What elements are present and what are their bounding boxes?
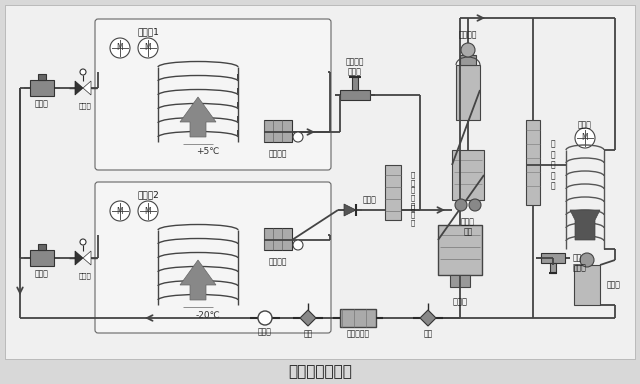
- Text: 温度开关: 温度开关: [269, 149, 287, 159]
- Bar: [385, 165, 401, 220]
- Circle shape: [293, 240, 303, 250]
- Bar: [30, 80, 54, 96]
- Polygon shape: [180, 260, 216, 300]
- Bar: [438, 225, 482, 275]
- Text: 蒸发器1: 蒸发器1: [137, 28, 159, 36]
- Text: 球阀: 球阀: [303, 329, 312, 339]
- Circle shape: [455, 199, 467, 211]
- Text: 油分离器: 油分离器: [459, 30, 477, 40]
- Bar: [526, 120, 540, 205]
- Text: 膨胀阀: 膨胀阀: [79, 103, 92, 109]
- Bar: [38, 244, 46, 250]
- Bar: [550, 263, 556, 273]
- Bar: [574, 265, 600, 305]
- Text: M: M: [116, 207, 124, 215]
- Circle shape: [110, 201, 130, 221]
- Text: 高压
调节阀: 高压 调节阀: [573, 253, 587, 273]
- Text: M: M: [145, 43, 151, 53]
- Text: 球阀: 球阀: [424, 329, 433, 339]
- Text: 差
压
调
节
阀: 差 压 调 节 阀: [551, 140, 556, 190]
- Bar: [340, 309, 376, 327]
- Circle shape: [258, 311, 272, 325]
- Circle shape: [461, 43, 475, 57]
- Text: 电磁阀: 电磁阀: [35, 270, 49, 278]
- Circle shape: [138, 38, 158, 58]
- Circle shape: [110, 38, 130, 58]
- Bar: [340, 90, 370, 100]
- Bar: [456, 65, 480, 120]
- Circle shape: [469, 199, 481, 211]
- Bar: [264, 228, 292, 250]
- Circle shape: [80, 239, 86, 245]
- Text: 力
调
节
箱
压: 力 调 节 箱 压: [411, 172, 415, 209]
- Bar: [38, 74, 46, 80]
- Text: 温度开关: 温度开关: [269, 258, 287, 266]
- Bar: [450, 275, 470, 287]
- Bar: [460, 55, 476, 65]
- Polygon shape: [420, 310, 436, 326]
- Text: 冷凝器: 冷凝器: [578, 121, 592, 129]
- Bar: [541, 253, 565, 263]
- Polygon shape: [75, 251, 83, 265]
- Polygon shape: [180, 97, 216, 137]
- Text: 视液镜: 视液镜: [258, 328, 272, 336]
- Text: 压缩机: 压缩机: [452, 298, 467, 306]
- Text: 高低压
开关: 高低压 开关: [461, 217, 475, 237]
- Text: 蒸发压力
调节器: 蒸发压力 调节器: [346, 57, 364, 77]
- FancyBboxPatch shape: [95, 182, 331, 333]
- Circle shape: [575, 128, 595, 148]
- Bar: [264, 120, 292, 142]
- Polygon shape: [83, 81, 91, 95]
- Text: +5℃: +5℃: [196, 147, 220, 157]
- Text: M: M: [582, 134, 588, 142]
- Circle shape: [138, 201, 158, 221]
- Text: 干燥过滤器: 干燥过滤器: [346, 329, 369, 339]
- Text: 曲
轴
箱: 曲 轴 箱: [411, 204, 415, 226]
- Text: 制冷系统原理图: 制冷系统原理图: [288, 364, 352, 379]
- Bar: [452, 150, 484, 200]
- Text: M: M: [145, 207, 151, 215]
- Bar: [352, 77, 358, 90]
- Text: 膨胀阀: 膨胀阀: [79, 273, 92, 279]
- Polygon shape: [83, 251, 91, 265]
- Bar: [30, 250, 54, 266]
- Circle shape: [80, 69, 86, 75]
- Polygon shape: [300, 310, 316, 326]
- Text: 单向阀: 单向阀: [363, 195, 377, 205]
- Circle shape: [580, 253, 594, 267]
- Text: 电磁阀: 电磁阀: [35, 99, 49, 109]
- Text: 贮液器: 贮液器: [607, 280, 621, 290]
- Circle shape: [293, 132, 303, 142]
- Text: M: M: [116, 43, 124, 53]
- Text: -20℃: -20℃: [196, 311, 220, 319]
- Polygon shape: [344, 204, 356, 216]
- Polygon shape: [570, 210, 600, 240]
- Polygon shape: [75, 81, 83, 95]
- FancyBboxPatch shape: [95, 19, 331, 170]
- Text: 蒸发器2: 蒸发器2: [137, 190, 159, 200]
